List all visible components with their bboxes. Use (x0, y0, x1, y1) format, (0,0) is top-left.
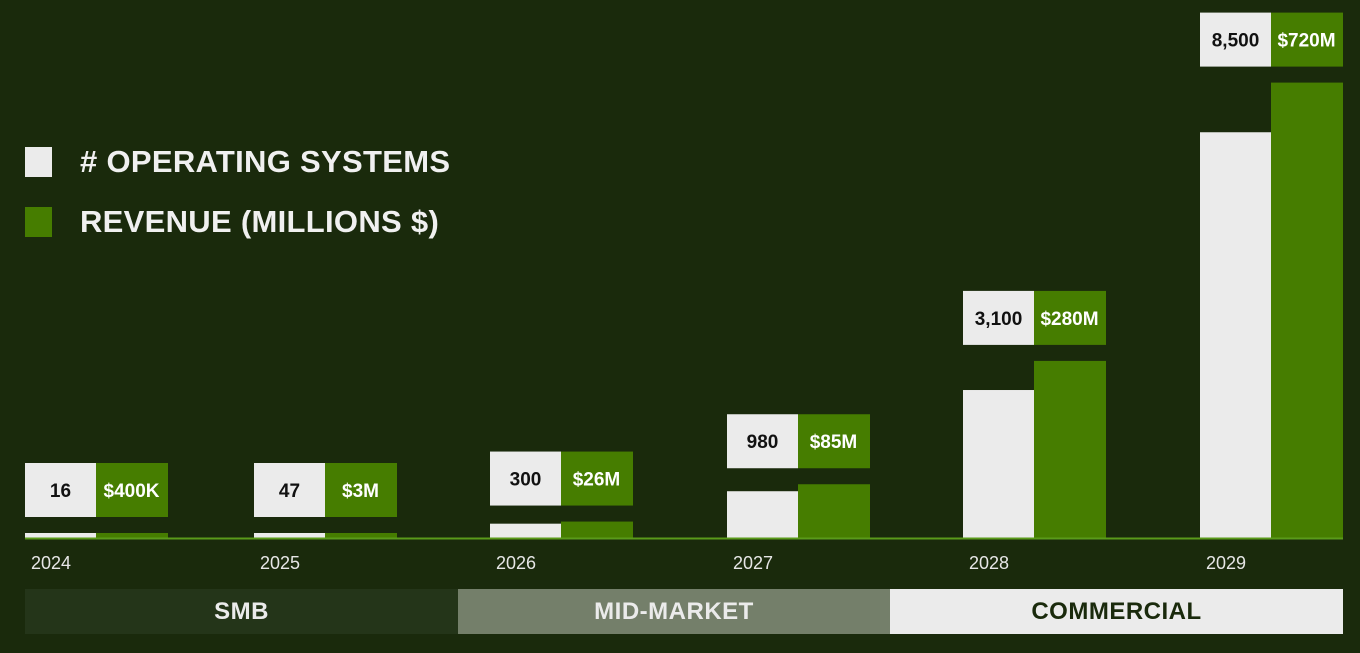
x-tick-label-2024: 2024 (31, 553, 71, 573)
legend-label-revenue: REVENUE (MILLIONS $) (80, 204, 440, 239)
label-box-revenue-2027 (798, 414, 870, 469)
bar-systems-2028 (963, 390, 1034, 538)
data-label-revenue-2027: $85M (810, 432, 858, 453)
bar-systems-2026 (490, 523, 561, 538)
data-label-revenue-2029: $720M (1277, 31, 1335, 52)
bar-revenue-2027 (798, 484, 870, 538)
legend-label-systems: # OPERATING SYSTEMS (80, 144, 451, 179)
label-box-revenue-2024 (96, 463, 168, 517)
label-box-revenue-2028 (1034, 290, 1106, 345)
label-box-systems-2027 (727, 414, 798, 469)
bar-revenue-2029 (1271, 82, 1343, 538)
legend-item-systems: # OPERATING SYSTEMS (25, 140, 450, 184)
data-label-revenue-2025: $3M (342, 481, 379, 502)
legend-swatch-revenue (25, 207, 52, 237)
bar-revenue-2028 (1034, 360, 1106, 538)
market-segments: SMB MID-MARKET COMMERCIAL (25, 589, 1343, 634)
segment-mid-market: MID-MARKET (458, 589, 890, 634)
label-box-revenue-2029 (1271, 12, 1343, 67)
label-box-systems-2025 (254, 463, 325, 517)
data-label-systems-2024: 16 (50, 481, 71, 502)
bar-systems-2029 (1200, 132, 1271, 538)
data-label-revenue-2024: $400K (104, 481, 160, 502)
segment-commercial: COMMERCIAL (890, 589, 1343, 634)
bar-revenue-2026 (561, 521, 633, 538)
x-tick-label-2026: 2026 (496, 553, 536, 573)
legend: # OPERATING SYSTEMS REVENUE (MILLIONS $) (25, 140, 450, 260)
label-box-systems-2024 (25, 463, 96, 517)
bar-systems-2024 (25, 533, 96, 538)
data-label-systems-2028: 3,100 (975, 309, 1023, 330)
bar-systems-2025 (254, 533, 325, 538)
segment-smb: SMB (25, 589, 458, 634)
data-label-systems-2029: 8,500 (1212, 31, 1260, 52)
data-label-systems-2025: 47 (279, 481, 300, 502)
x-tick-label-2029: 2029 (1206, 553, 1246, 573)
label-box-revenue-2026 (561, 451, 633, 506)
label-box-systems-2028 (963, 290, 1034, 345)
data-label-revenue-2026: $26M (573, 470, 621, 491)
legend-swatch-systems (25, 147, 52, 177)
label-box-revenue-2025 (325, 463, 397, 517)
label-box-systems-2029 (1200, 12, 1271, 67)
bar-revenue-2024 (96, 533, 168, 538)
bar-systems-2027 (727, 491, 798, 538)
label-box-systems-2026 (490, 451, 561, 506)
bar-revenue-2025 (325, 533, 397, 538)
x-tick-label-2025: 2025 (260, 553, 300, 573)
legend-item-revenue: REVENUE (MILLIONS $) (25, 200, 450, 244)
data-label-systems-2027: 980 (747, 432, 779, 453)
data-label-revenue-2028: $280M (1040, 309, 1098, 330)
data-label-systems-2026: 300 (510, 470, 542, 491)
x-tick-label-2028: 2028 (969, 553, 1009, 573)
x-tick-label-2027: 2027 (733, 553, 773, 573)
